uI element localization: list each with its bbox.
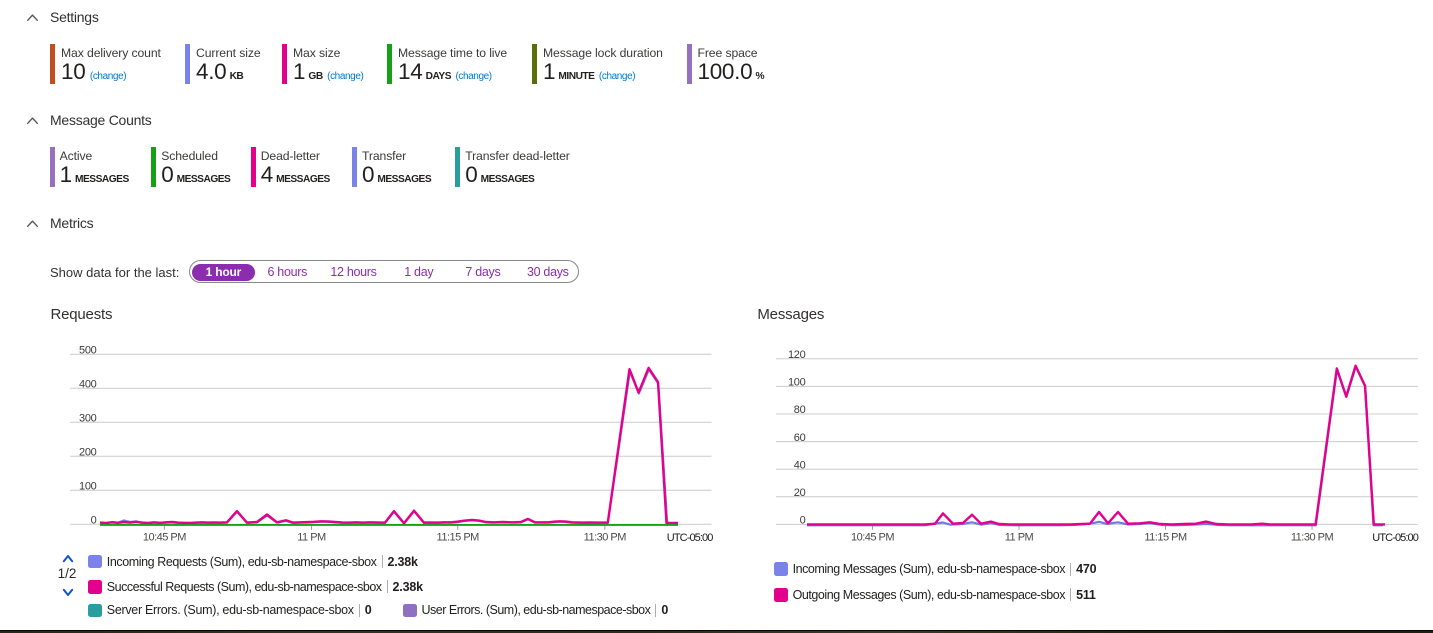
svg-text:11 PM: 11 PM: [1005, 531, 1034, 543]
svg-text:11:15 PM: 11:15 PM: [1144, 531, 1187, 543]
svg-text:40: 40: [794, 459, 806, 471]
svg-text:11:30 PM: 11:30 PM: [1291, 531, 1334, 543]
svg-text:0: 0: [800, 515, 806, 527]
svg-text:120: 120: [788, 349, 806, 361]
svg-text:10:45 PM: 10:45 PM: [143, 531, 186, 543]
svg-text:100: 100: [788, 377, 806, 389]
svg-text:400: 400: [79, 378, 97, 390]
svg-text:100: 100: [79, 480, 97, 492]
svg-text:60: 60: [794, 432, 806, 444]
svg-text:500: 500: [79, 344, 97, 356]
svg-text:11 PM: 11 PM: [297, 531, 326, 543]
svg-text:20: 20: [794, 487, 806, 499]
svg-text:UTC-05:00: UTC-05:00: [1372, 532, 1418, 544]
svg-text:11:15 PM: 11:15 PM: [437, 531, 480, 543]
svg-text:UTC-05:00: UTC-05:00: [667, 532, 713, 544]
svg-text:10:45 PM: 10:45 PM: [851, 531, 894, 543]
svg-text:0: 0: [91, 514, 97, 526]
svg-text:80: 80: [794, 404, 806, 416]
svg-text:200: 200: [79, 446, 97, 458]
svg-text:300: 300: [79, 412, 97, 424]
svg-text:11:30 PM: 11:30 PM: [584, 531, 627, 543]
